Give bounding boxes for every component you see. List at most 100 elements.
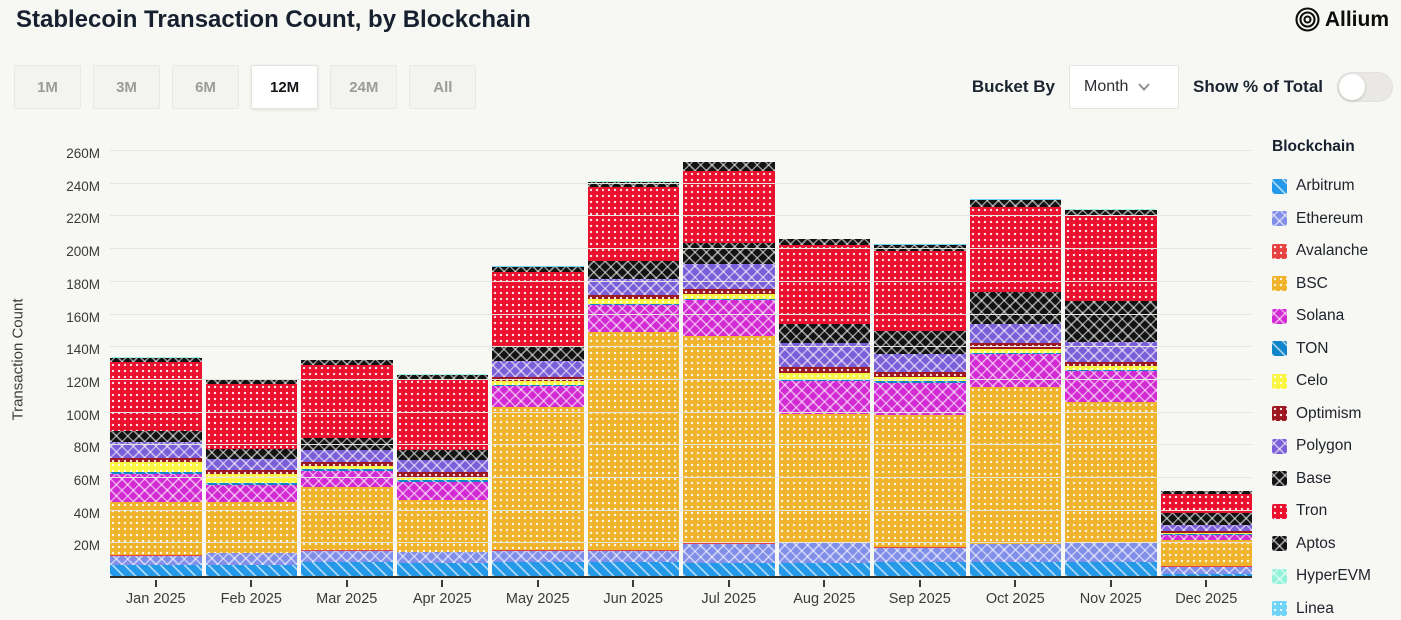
bar-segment-arbitrum-nov-2025[interactable]	[1065, 561, 1157, 576]
bar-segment-polygon-mar-2025[interactable]	[301, 449, 393, 462]
bar-segment-solana-dec-2025[interactable]	[1160, 534, 1252, 541]
bar-segment-tron-jan-2025[interactable]	[110, 361, 202, 432]
bar-segment-aptos-oct-2025[interactable]	[969, 200, 1061, 207]
bar-segment-aptos-mar-2025[interactable]	[301, 360, 393, 365]
bar-segment-base-jun-2025[interactable]	[587, 261, 679, 279]
bar-segment-ethereum-jul-2025[interactable]	[683, 544, 775, 564]
bar-segment-ethereum-jun-2025[interactable]	[587, 551, 679, 562]
bar-segment-tron-may-2025[interactable]	[492, 271, 584, 347]
range-button-3m[interactable]: 3M	[93, 65, 160, 109]
range-button-all[interactable]: All	[409, 65, 477, 109]
bar-segment-optimism-jan-2025[interactable]	[110, 458, 202, 462]
bar-segment-ton-oct-2025[interactable]	[969, 352, 1061, 355]
bar-segment-celo-apr-2025[interactable]	[396, 476, 488, 480]
bar-segment-optimism-mar-2025[interactable]	[301, 461, 393, 466]
bar-segment-solana-aug-2025[interactable]	[778, 381, 870, 414]
bar-segment-arbitrum-aug-2025[interactable]	[778, 562, 870, 576]
bar-segment-ton-sep-2025[interactable]	[874, 381, 966, 384]
legend-item-hyperevm[interactable]: HyperEVM	[1272, 560, 1397, 593]
bar-segment-arbitrum-jun-2025[interactable]	[587, 561, 679, 576]
range-button-1m[interactable]: 1M	[14, 65, 81, 109]
legend-item-bsc[interactable]: BSC	[1272, 268, 1397, 301]
bar-segment-optimism-jul-2025[interactable]	[683, 288, 775, 295]
bar-segment-celo-dec-2025[interactable]	[1160, 533, 1252, 535]
bar-segment-solana-jan-2025[interactable]	[110, 474, 202, 502]
range-button-24m[interactable]: 24M	[330, 65, 398, 109]
bar-segment-polygon-jul-2025[interactable]	[683, 264, 775, 289]
legend-item-linea[interactable]: Linea	[1272, 593, 1397, 620]
bar-segment-aptos-aug-2025[interactable]	[778, 239, 870, 246]
bar-segment-tron-apr-2025[interactable]	[396, 378, 488, 450]
bar-segment-base-mar-2025[interactable]	[301, 438, 393, 450]
legend-item-optimism[interactable]: Optimism	[1272, 398, 1397, 431]
bar-segment-bsc-jun-2025[interactable]	[587, 332, 679, 551]
bar-segment-avalanche-jun-2025[interactable]	[587, 550, 679, 552]
bar-segment-avalanche-jul-2025[interactable]	[683, 543, 775, 545]
bar-segment-aptos-feb-2025[interactable]	[205, 380, 297, 385]
bar-segment-ton-may-2025[interactable]	[492, 384, 584, 387]
bar-segment-optimism-feb-2025[interactable]	[205, 470, 297, 474]
bar-segment-optimism-aug-2025[interactable]	[778, 366, 870, 373]
bar-segment-ton-jun-2025[interactable]	[587, 303, 679, 306]
legend-item-aptos[interactable]: Aptos	[1272, 528, 1397, 561]
bar-segment-celo-jan-2025[interactable]	[110, 461, 202, 472]
bar-segment-avalanche-sep-2025[interactable]	[874, 547, 966, 548]
show-pct-toggle[interactable]	[1337, 72, 1393, 102]
bar-segment-aptos-jan-2025[interactable]	[110, 357, 202, 362]
bar-segment-base-jan-2025[interactable]	[110, 431, 202, 442]
bar-segment-bsc-nov-2025[interactable]	[1065, 402, 1157, 543]
bar-segment-solana-sep-2025[interactable]	[874, 383, 966, 415]
bar-segment-optimism-nov-2025[interactable]	[1065, 362, 1157, 367]
bar-segment-optimism-jun-2025[interactable]	[587, 294, 679, 299]
bar-segment-aptos-may-2025[interactable]	[492, 267, 584, 272]
bar-segment-avalanche-may-2025[interactable]	[492, 550, 584, 552]
bar-segment-arbitrum-jul-2025[interactable]	[683, 563, 775, 576]
legend-item-ton[interactable]: TON	[1272, 333, 1397, 366]
bar-segment-base-jul-2025[interactable]	[683, 243, 775, 265]
bar-segment-tron-jun-2025[interactable]	[587, 186, 679, 262]
bar-segment-polygon-jan-2025[interactable]	[110, 441, 202, 459]
bar-segment-solana-jul-2025[interactable]	[683, 300, 775, 337]
bar-segment-arbitrum-jan-2025[interactable]	[110, 565, 202, 576]
bar-segment-celo-feb-2025[interactable]	[205, 473, 297, 483]
bar-segment-bsc-oct-2025[interactable]	[969, 387, 1061, 544]
bar-segment-optimism-dec-2025[interactable]	[1160, 531, 1252, 534]
bar-segment-avalanche-feb-2025[interactable]	[205, 552, 297, 554]
bar-segment-aptos-jul-2025[interactable]	[683, 162, 775, 171]
bar-segment-celo-may-2025[interactable]	[492, 381, 584, 385]
bar-segment-solana-oct-2025[interactable]	[969, 354, 1061, 388]
bar-segment-avalanche-oct-2025[interactable]	[969, 543, 1061, 545]
bar-segment-arbitrum-sep-2025[interactable]	[874, 561, 966, 576]
bar-segment-base-may-2025[interactable]	[492, 346, 584, 362]
bar-segment-celo-oct-2025[interactable]	[969, 348, 1061, 353]
bar-segment-base-sep-2025[interactable]	[874, 331, 966, 354]
bar-segment-polygon-feb-2025[interactable]	[205, 458, 297, 471]
bar-segment-tron-aug-2025[interactable]	[778, 245, 870, 325]
bar-segment-polygon-oct-2025[interactable]	[969, 323, 1061, 343]
legend-item-polygon[interactable]: Polygon	[1272, 430, 1397, 463]
bar-segment-tron-feb-2025[interactable]	[205, 384, 297, 449]
bar-segment-base-aug-2025[interactable]	[778, 324, 870, 344]
bar-segment-bsc-may-2025[interactable]	[492, 407, 584, 551]
bar-segment-ethereum-aug-2025[interactable]	[778, 543, 870, 563]
bar-segment-bsc-jul-2025[interactable]	[683, 336, 775, 544]
bar-segment-bsc-apr-2025[interactable]	[396, 500, 488, 552]
bar-segment-celo-jul-2025[interactable]	[683, 294, 775, 299]
bar-segment-polygon-may-2025[interactable]	[492, 361, 584, 378]
bar-segment-tron-jul-2025[interactable]	[683, 170, 775, 244]
bar-segment-base-feb-2025[interactable]	[205, 448, 297, 459]
bar-segment-polygon-dec-2025[interactable]	[1160, 525, 1252, 532]
bar-segment-ton-aug-2025[interactable]	[778, 379, 870, 382]
bar-segment-ethereum-feb-2025[interactable]	[205, 553, 297, 566]
bar-segment-tron-sep-2025[interactable]	[874, 251, 966, 332]
bar-segment-aptos-apr-2025[interactable]	[396, 374, 488, 379]
legend-item-avalanche[interactable]: Avalanche	[1272, 235, 1397, 268]
bar-segment-tron-oct-2025[interactable]	[969, 206, 1061, 292]
bar-segment-ton-jan-2025[interactable]	[110, 471, 202, 475]
bar-segment-avalanche-jan-2025[interactable]	[110, 555, 202, 557]
bar-segment-celo-jun-2025[interactable]	[587, 298, 679, 304]
bar-segment-arbitrum-oct-2025[interactable]	[969, 561, 1061, 576]
legend-item-arbitrum[interactable]: Arbitrum	[1272, 170, 1397, 203]
bar-segment-base-dec-2025[interactable]	[1160, 513, 1252, 526]
bar-segment-ethereum-apr-2025[interactable]	[396, 552, 488, 564]
